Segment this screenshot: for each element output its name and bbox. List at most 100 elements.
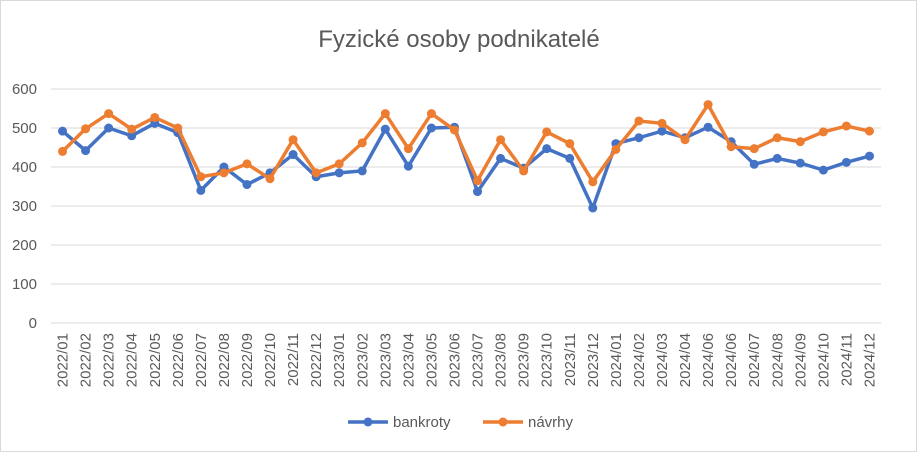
- x-tick-label: 2022/02: [78, 333, 95, 387]
- data-point: [634, 133, 644, 143]
- y-tick-label: 400: [12, 159, 37, 176]
- data-point: [104, 123, 114, 133]
- x-tick-label: 2023/04: [400, 333, 417, 387]
- data-point: [772, 133, 782, 143]
- data-point: [772, 153, 782, 163]
- gridlines: [51, 88, 881, 324]
- data-point: [58, 126, 68, 136]
- series-návrhy: [58, 100, 874, 187]
- data-point: [127, 124, 137, 134]
- y-axis-ticks: 0 100 200 300 400 500 600: [12, 81, 37, 332]
- data-point: [265, 174, 275, 184]
- x-tick-label: 2022/11: [285, 333, 302, 386]
- x-tick-label: 2023/08: [493, 333, 510, 387]
- data-point: [542, 127, 552, 137]
- x-tick-label: 2023/03: [377, 333, 394, 387]
- legend: bankroty návrhy: [348, 414, 574, 431]
- x-tick-label: 2023/01: [331, 333, 348, 387]
- x-tick-label: 2022/09: [239, 333, 256, 387]
- data-point: [473, 187, 483, 197]
- data-point: [334, 159, 344, 169]
- x-tick-label: 2023/09: [516, 333, 533, 387]
- x-tick-label: 2022/01: [55, 333, 72, 387]
- data-point: [749, 159, 759, 169]
- data-point: [219, 168, 229, 178]
- x-tick-label: 2022/08: [216, 333, 233, 387]
- x-axis-ticks: 2022/01 2022/02 2022/03 2022/04 2022/05 2022/…: [55, 333, 879, 387]
- y-tick-label: 600: [12, 81, 37, 98]
- data-point: [496, 153, 506, 163]
- x-tick-label: 2022/07: [193, 333, 210, 387]
- data-point: [380, 124, 390, 134]
- x-tick-label: 2024/10: [815, 333, 832, 387]
- data-point: [288, 135, 298, 145]
- x-tick-label: 2023/06: [446, 333, 463, 387]
- data-point: [473, 176, 483, 186]
- x-tick-label: 2024/02: [631, 333, 648, 387]
- series-line: [60, 102, 872, 184]
- x-tick-label: 2024/06: [723, 333, 740, 387]
- x-tick-label: 2022/03: [101, 333, 118, 387]
- x-tick-label: 2024/04: [677, 333, 694, 387]
- data-point: [104, 109, 114, 119]
- data-point: [841, 121, 851, 131]
- data-point: [242, 159, 252, 169]
- data-point: [426, 123, 436, 133]
- series-lines: [58, 100, 874, 213]
- x-tick-label: 2023/10: [539, 333, 556, 387]
- data-point: [173, 123, 183, 133]
- data-point: [726, 142, 736, 152]
- data-point: [795, 137, 805, 147]
- data-point: [588, 177, 598, 187]
- x-tick-label: 2024/03: [654, 333, 671, 387]
- x-tick-label: 2024/08: [769, 333, 786, 387]
- data-point: [795, 158, 805, 168]
- x-tick-label: 2024/11: [838, 333, 855, 386]
- data-point: [311, 168, 321, 178]
- x-tick-label: 2022/10: [262, 333, 279, 387]
- legend-label: bankroty: [393, 414, 451, 431]
- data-point: [565, 153, 575, 163]
- x-tick-label: 2022/04: [124, 333, 141, 387]
- data-point: [657, 118, 667, 128]
- data-point: [818, 165, 828, 175]
- y-tick-label: 100: [12, 276, 37, 293]
- x-tick-label: 2024/06: [700, 333, 717, 387]
- data-point: [703, 100, 713, 110]
- data-point: [426, 109, 436, 119]
- data-point: [749, 144, 759, 154]
- data-point: [519, 166, 529, 176]
- data-point: [680, 135, 690, 145]
- data-point: [611, 144, 621, 154]
- data-point: [864, 151, 874, 161]
- x-tick-label: 2022/05: [147, 333, 164, 387]
- data-point: [542, 144, 552, 154]
- data-point: [81, 146, 91, 156]
- y-tick-label: 200: [12, 237, 37, 254]
- x-tick-label: 2023/07: [470, 333, 487, 387]
- data-point: [81, 124, 91, 134]
- data-point: [357, 138, 367, 148]
- data-point: [703, 122, 713, 132]
- y-tick-label: 300: [12, 198, 37, 215]
- legend-item: návrhy: [483, 414, 574, 431]
- x-tick-label: 2024/07: [746, 333, 763, 387]
- data-point: [634, 116, 644, 126]
- x-tick-label: 2024/01: [608, 333, 625, 387]
- x-tick-label: 2023/05: [423, 333, 440, 387]
- legend-marker: [498, 417, 508, 427]
- data-point: [449, 125, 459, 135]
- data-point: [403, 144, 413, 154]
- x-tick-label: 2023/12: [585, 333, 602, 387]
- data-point: [196, 185, 206, 195]
- data-point: [657, 126, 667, 136]
- data-point: [334, 168, 344, 178]
- x-tick-label: 2022/06: [170, 333, 187, 387]
- chart-title: Fyzické osoby podnikatelé: [318, 26, 599, 53]
- data-point: [357, 166, 367, 176]
- data-point: [242, 180, 252, 190]
- y-tick-label: 500: [12, 120, 37, 137]
- x-tick-label: 2023/02: [354, 333, 371, 387]
